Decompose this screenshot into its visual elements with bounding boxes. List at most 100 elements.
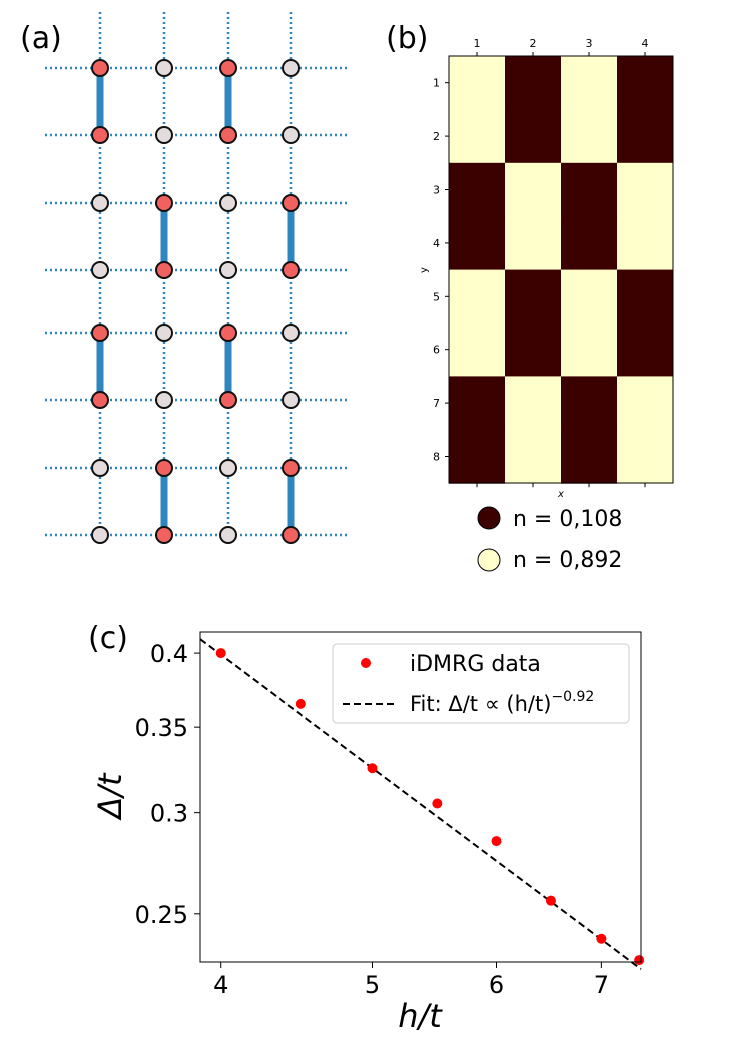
empty-site	[282, 126, 300, 144]
heatmap-cell	[561, 109, 618, 164]
occupied-site	[91, 324, 109, 342]
empty-site	[91, 194, 109, 212]
heatmap-x-tick-label: 1	[474, 37, 481, 50]
occupied-site	[219, 324, 237, 342]
plot-legend: iDMRG data Fit: Δ/t ∝ (h/t)−0.92	[332, 643, 630, 724]
legend-label-light: n = 0,892	[513, 548, 622, 573]
heatmap-cell	[449, 429, 506, 484]
density-heatmap: 1 2 3 4 1 2 3 4 5 6 7 8 x y n = 0,108 n = 0,892	[419, 37, 674, 573]
heatmap-cell	[505, 216, 562, 271]
plot-frame	[199, 631, 642, 963]
panel-label-b: (b)	[386, 21, 428, 56]
legend-label-data: iDMRG data	[410, 652, 541, 677]
occupied-site	[219, 126, 237, 144]
empty-site	[155, 126, 173, 144]
empty-site	[91, 459, 109, 477]
occupied-site	[282, 194, 300, 212]
legend-marker-data	[361, 658, 371, 668]
heatmap-y-tick-label: 6	[433, 344, 440, 357]
heatmap-cell	[449, 269, 506, 324]
plot-y-tick-label: 0.4	[150, 640, 188, 668]
heatmap-cell	[561, 429, 618, 484]
heatmap-cell	[617, 216, 674, 271]
heatmap-legend: n = 0,108 n = 0,892	[477, 506, 622, 573]
empty-site	[219, 526, 237, 544]
heatmap-y-axis-label: y	[419, 267, 430, 273]
heatmap-cell	[561, 162, 618, 217]
lattice-strong-bonds	[96, 68, 295, 535]
empty-site	[282, 391, 300, 409]
heatmap-cell	[505, 109, 562, 164]
heatmap-y-tick-label: 7	[433, 397, 440, 410]
data-point	[596, 933, 607, 944]
empty-site	[91, 526, 109, 544]
heatmap-cell	[505, 429, 562, 484]
data-point	[367, 763, 378, 774]
data-point	[491, 836, 502, 847]
heatmap-cells	[449, 56, 674, 484]
legend-swatch-dark	[477, 506, 501, 530]
data-point	[215, 648, 226, 659]
heatmap-cell	[449, 323, 506, 377]
heatmap-cell	[617, 162, 674, 217]
plot-x-tick-label: 4	[213, 971, 228, 999]
occupied-site	[155, 459, 173, 477]
heatmap-y-ticks: 1 2 3 4 5 6 7 8	[433, 77, 449, 464]
fit-dashed-line	[199, 638, 642, 970]
occupied-site	[91, 126, 109, 144]
occupied-site	[155, 194, 173, 212]
plot-y-ticks: 0.25 0.3 0.35 0.4	[135, 640, 200, 929]
data-points	[215, 648, 645, 966]
empty-site	[219, 459, 237, 477]
legend-label-fit: Fit: Δ/t ∝ (h/t)−0.92	[410, 689, 594, 716]
heatmap-y-tick-label: 5	[433, 290, 440, 303]
empty-site	[219, 261, 237, 279]
data-point	[634, 955, 645, 966]
heatmap-y-tick-label: 8	[433, 451, 440, 464]
heatmap-cell	[617, 269, 674, 324]
heatmap-cell	[617, 323, 674, 377]
heatmap-cell	[617, 56, 674, 110]
heatmap-cell	[561, 269, 618, 324]
heatmap-cell	[617, 109, 674, 164]
heatmap-cell	[561, 376, 618, 431]
occupied-site	[219, 391, 237, 409]
heatmap-cell	[561, 323, 618, 377]
occupied-site	[155, 261, 173, 279]
heatmap-x-tick-label: 2	[530, 37, 537, 50]
empty-site	[91, 261, 109, 279]
occupied-site	[282, 261, 300, 279]
plot-y-axis-label: Δ/t	[91, 772, 129, 822]
gap-scaling-plot: 0.25 0.3 0.35 0.4 4 5 6 7 h/t Δ/t iDMRG data F…	[91, 631, 645, 1035]
data-point	[432, 798, 443, 809]
occupied-site	[219, 59, 237, 77]
data-point	[295, 698, 306, 709]
panel-label-a: (a)	[20, 21, 62, 56]
heatmap-cell	[449, 109, 506, 164]
occupied-site	[282, 526, 300, 544]
empty-site	[282, 324, 300, 342]
plot-x-tick-label: 6	[489, 971, 504, 999]
plot-x-tick-label: 5	[365, 971, 380, 999]
heatmap-cell	[561, 216, 618, 271]
heatmap-x-axis-label: x	[557, 489, 564, 500]
heatmap-cell	[561, 56, 618, 110]
occupied-site	[91, 391, 109, 409]
occupied-site	[91, 59, 109, 77]
heatmap-x-ticks: 1 2 3 4	[474, 37, 649, 488]
heatmap-cell	[449, 162, 506, 217]
heatmap-cell	[505, 323, 562, 377]
heatmap-cell	[449, 376, 506, 431]
empty-site	[219, 194, 237, 212]
heatmap-y-tick-label: 2	[433, 130, 440, 143]
empty-site	[155, 391, 173, 409]
heatmap-x-tick-label: 4	[642, 37, 649, 50]
empty-site	[282, 59, 300, 77]
empty-site	[155, 59, 173, 77]
plot-y-tick-label: 0.3	[150, 800, 188, 828]
occupied-site	[155, 526, 173, 544]
plot-x-axis-label: h/t	[398, 997, 443, 1035]
legend-swatch-light	[477, 548, 501, 572]
heatmap-cell	[617, 376, 674, 431]
plot-x-ticks: 4 5 6 7	[213, 962, 609, 999]
